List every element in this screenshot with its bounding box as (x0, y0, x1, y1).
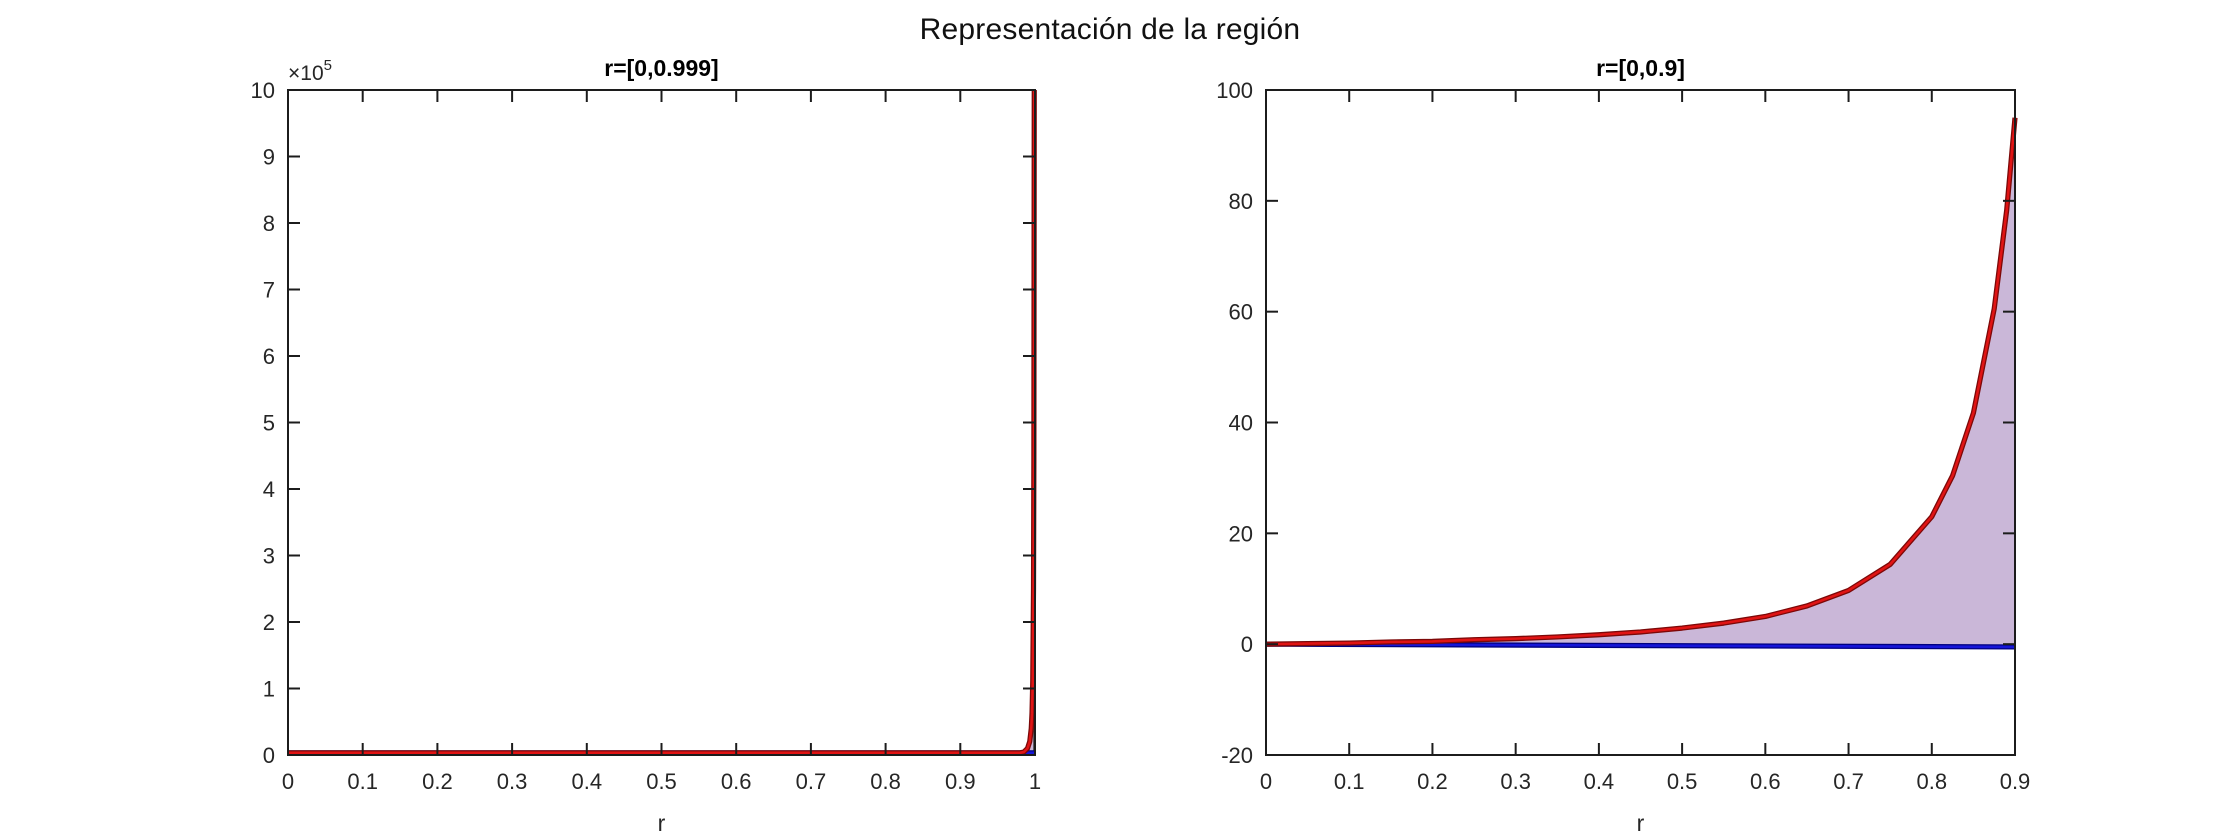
x-axis-label: r (1637, 810, 1645, 836)
y-tick-label: 60 (1229, 300, 1253, 325)
x-tick-label: 1 (1029, 769, 1041, 794)
x-axis-label: r (658, 810, 666, 836)
x-tick-label: 0.6 (721, 769, 752, 794)
y-exponent-label: ×105 (288, 57, 332, 85)
y-tick-label: 10 (251, 78, 275, 103)
y-tick-label: 2 (263, 610, 275, 635)
y-tick-label: 5 (263, 411, 275, 436)
x-tick-label: 0.3 (1500, 769, 1531, 794)
x-tick-label: 0.8 (1916, 769, 1947, 794)
y-tick-label: 4 (263, 477, 275, 502)
y-tick-label: 1 (263, 677, 275, 702)
x-tick-label: 0 (282, 769, 294, 794)
x-tick-label: 0.6 (1750, 769, 1781, 794)
left-plot: 0 0.1 0.2 0.3 0.4 0.5 0.6 0.7 0.8 0.9 101234567891… (251, 55, 1042, 836)
x-tick-label: 0.3 (497, 769, 528, 794)
axis-box (1265, 89, 2016, 756)
y-tick-label: 8 (263, 211, 275, 236)
region-fill (287, 89, 1036, 754)
plot-title: r=[0,0.999] (604, 55, 718, 81)
y-tick-label: 0 (263, 743, 275, 768)
x-tick-label: 0.4 (1584, 769, 1615, 794)
y-tick-label: 7 (263, 278, 275, 303)
x-tick-label: 0.5 (1667, 769, 1698, 794)
axis-box (287, 89, 1036, 756)
x-tick-label: 0.9 (945, 769, 976, 794)
figure-title: Representación de la región (919, 13, 1301, 46)
x-tick-label: 0.1 (347, 769, 378, 794)
x-tick-label: 0.7 (1833, 769, 1864, 794)
y-tick-label: 0 (1241, 632, 1253, 657)
upper-curve-edge (288, 89, 1037, 756)
y-tick-label: 3 (263, 544, 275, 569)
x-tick-label: 0.8 (870, 769, 901, 794)
x-tick-label: 0 (1260, 769, 1272, 794)
y-tick-label: 100 (1216, 78, 1253, 103)
y-tick-label: -20 (1221, 743, 1253, 768)
y-tick-label: 20 (1229, 521, 1253, 546)
upper-curve (1265, 117, 2017, 646)
y-tick-label: 40 (1229, 411, 1253, 436)
x-tick-label: 0.5 (646, 769, 677, 794)
y-tick-label: 80 (1229, 189, 1253, 214)
lower-curve (1265, 642, 2016, 649)
region-fill (1265, 116, 2016, 648)
x-tick-label: 0.2 (1417, 769, 1448, 794)
x-tick-label: 0.2 (422, 769, 453, 794)
x-tick-label: 0.1 (1334, 769, 1365, 794)
x-tick-label: 0.7 (796, 769, 827, 794)
right-plot: 0 0.1 0.2 0.3 0.4 0.5 0.6 0.7 0.8 0.9 -20 0 20 40 60 80… (1216, 55, 2031, 836)
x-tick-label: 0.4 (572, 769, 603, 794)
upper-curve (288, 89, 1036, 755)
x-tick-label: 0.9 (2000, 769, 2031, 794)
y-tick-label: 9 (263, 145, 275, 170)
plot-title: r=[0,0.9] (1596, 55, 1685, 81)
y-tick-label: 6 (263, 344, 275, 369)
